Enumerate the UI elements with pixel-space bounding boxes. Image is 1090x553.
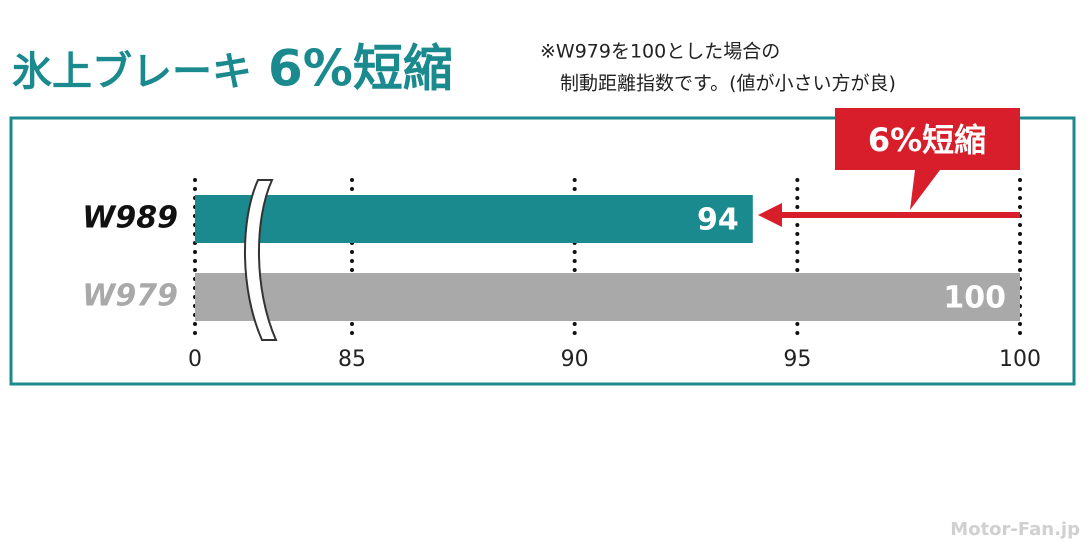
bar bbox=[195, 273, 1020, 321]
x-tick-label: 100 bbox=[999, 347, 1041, 372]
x-tick-label: 90 bbox=[561, 347, 589, 372]
axis-break bbox=[243, 179, 278, 341]
plot: 0 85 90 95 100 W989 94 W979 100 bbox=[82, 178, 1041, 372]
callout bbox=[835, 108, 1020, 210]
category-label: W979 bbox=[82, 279, 178, 314]
x-tick-label: 0 bbox=[188, 347, 202, 372]
bar bbox=[195, 195, 753, 243]
frame bbox=[9, 116, 1076, 386]
note-line: 制動距離指数です。(値が小さい方が良) bbox=[560, 73, 896, 95]
arrow-head bbox=[758, 203, 782, 227]
value-label: 94 bbox=[697, 203, 739, 238]
category-label: W989 bbox=[82, 201, 178, 236]
x-tick-label: 85 bbox=[338, 347, 366, 372]
note-line: ※W979を100とした場合の bbox=[540, 41, 780, 63]
callout-text: 6%短縮 bbox=[868, 121, 986, 159]
value-label: 100 bbox=[943, 281, 1006, 316]
chart-title-highlight: 6%短縮 bbox=[268, 40, 453, 98]
overlay: 6%短縮 Motor-Fan.jp bbox=[243, 108, 1080, 540]
chart-title: 氷上ブレーキ bbox=[12, 49, 252, 95]
x-tick-label: 95 bbox=[783, 347, 811, 372]
watermark: Motor-Fan.jp bbox=[950, 519, 1080, 540]
